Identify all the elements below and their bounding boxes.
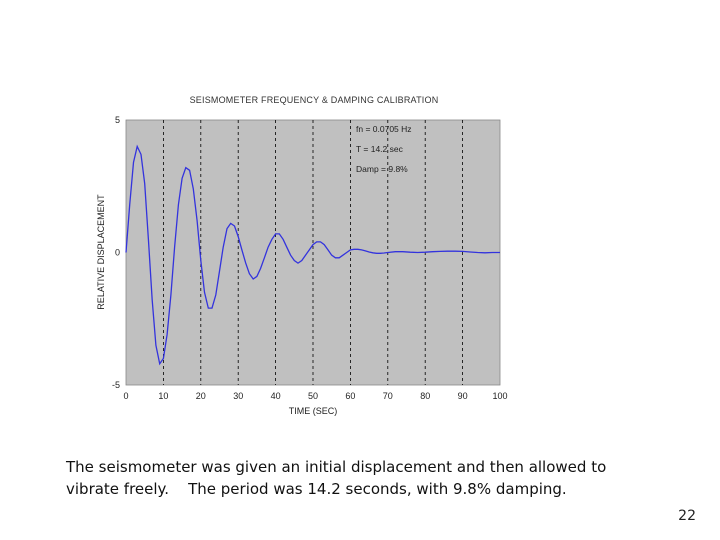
y-tick-label: 5 (115, 115, 120, 125)
x-tick-label: 60 (345, 391, 355, 401)
x-tick-label: 40 (271, 391, 281, 401)
x-axis-label: TIME (SEC) (289, 406, 338, 416)
x-tick-label: 100 (492, 391, 507, 401)
y-tick-label: -5 (112, 380, 120, 390)
y-axis-label: RELATIVE DISPLACEMENT (96, 194, 106, 310)
x-tick-label: 90 (458, 391, 468, 401)
x-tick-label: 0 (123, 391, 128, 401)
caption: The seismometer was given an initial dis… (66, 456, 646, 500)
page-number: 22 (678, 508, 696, 524)
x-tick-label: 80 (420, 391, 430, 401)
annotation-natural-frequency: fn = 0.0705 Hz (356, 124, 412, 134)
x-tick-label: 50 (308, 391, 318, 401)
x-tick-label: 10 (158, 391, 168, 401)
y-tick-label: 0 (115, 248, 120, 258)
x-tick-label: 70 (383, 391, 393, 401)
annotation-period: T = 14.2 sec (356, 144, 404, 154)
caption-line-2: vibrate freely. The period was 14.2 seco… (66, 480, 567, 498)
chart-title: SEISMOMETER FREQUENCY & DAMPING CALIBRAT… (190, 95, 439, 105)
x-tick-labels: 0 10 20 30 40 50 60 70 80 90 100 (123, 391, 507, 401)
caption-line-1: The seismometer was given an initial dis… (66, 458, 607, 476)
x-tick-label: 30 (233, 391, 243, 401)
displacement-series-line (125, 144, 500, 366)
annotation-damping: Damp = 9.8% (356, 164, 408, 174)
calibration-chart: SEISMOMETER FREQUENCY & DAMPING CALIBRAT… (96, 95, 508, 416)
x-tick-label: 20 (196, 391, 206, 401)
y-tick-labels: -5 0 5 (112, 115, 120, 390)
